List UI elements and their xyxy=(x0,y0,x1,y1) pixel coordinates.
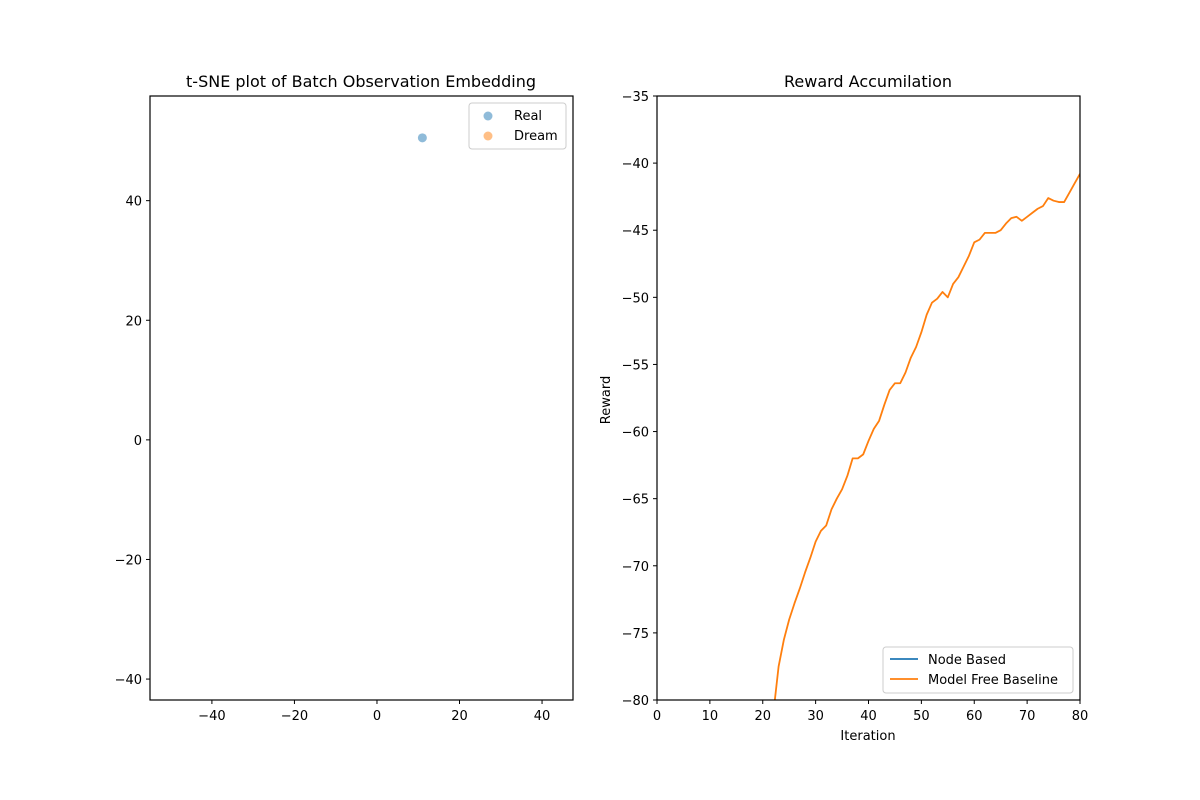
reward-y-tick-label: −60 xyxy=(622,426,649,441)
tsne-axes-frame xyxy=(149,95,574,701)
tsne-panel: t-SNE plot of Batch Observation Embeddin… xyxy=(115,72,574,724)
tsne-y-axis-ticks: −40 −20 0 20 40 xyxy=(115,195,150,688)
reward-y-axis-label: Reward xyxy=(599,376,614,424)
reward-y-tick-label: −45 xyxy=(622,224,649,239)
tsne-data-points xyxy=(417,133,427,143)
reward-x-tick-label: 40 xyxy=(860,709,877,724)
legend-marker-real xyxy=(483,111,493,121)
legend-marker-dream xyxy=(483,131,493,141)
reward-legend: Node Based Model Free Baseline xyxy=(882,646,1074,694)
tsne-y-tick-label: 20 xyxy=(125,314,142,329)
reward-y-tick-label: −40 xyxy=(622,157,649,172)
reward-x-axis-ticks: 0 10 20 30 40 50 60 70 80 xyxy=(653,700,1088,724)
reward-y-tick-label: −55 xyxy=(622,358,649,373)
reward-legend-box xyxy=(882,646,1074,694)
reward-axes-frame xyxy=(656,95,1081,701)
tsne-x-axis-ticks: −40 −20 0 20 40 xyxy=(198,700,550,724)
reward-x-tick-label: 80 xyxy=(1072,709,1089,724)
reward-y-tick-label: −70 xyxy=(622,560,649,575)
reward-y-tick-label: −50 xyxy=(622,291,649,306)
reward-x-tick-label: 60 xyxy=(966,709,983,724)
reward-chart-title: Reward Accumilation xyxy=(784,72,952,91)
tsne-x-tick-label: −20 xyxy=(281,709,308,724)
reward-panel: Reward Accumilation 0 10 20 30 40 50 60 70 80 −8… xyxy=(599,72,1088,744)
tsne-x-tick-label: 20 xyxy=(451,709,468,724)
reward-series-lines xyxy=(773,173,1080,700)
reward-x-tick-label: 0 xyxy=(653,709,661,724)
tsne-y-tick-label: −40 xyxy=(115,673,142,688)
reward-y-tick-label: −75 xyxy=(622,627,649,642)
reward-y-tick-label: −35 xyxy=(622,90,649,105)
reward-plot-area xyxy=(657,96,1080,700)
reward-x-tick-label: 10 xyxy=(702,709,719,724)
tsne-y-tick-label: 40 xyxy=(125,195,142,210)
legend-label-node-based: Node Based xyxy=(928,653,1006,668)
legend-label-real: Real xyxy=(514,109,542,124)
reward-x-axis-label: Iteration xyxy=(840,729,895,744)
reward-x-tick-label: 30 xyxy=(807,709,824,724)
reward-x-tick-label: 70 xyxy=(1019,709,1036,724)
reward-y-tick-label: −65 xyxy=(622,493,649,508)
tsne-legend-box xyxy=(468,102,567,150)
legend-label-dream: Dream xyxy=(514,129,558,144)
series-line-model-free-baseline xyxy=(773,173,1080,700)
reward-x-tick-label: 50 xyxy=(913,709,930,724)
reward-y-axis-ticks: −80 −75 −70 −65 −60 −55 −50 −45 −40 −35 xyxy=(622,90,657,709)
scatter-point-real xyxy=(417,133,427,143)
reward-x-tick-label: 20 xyxy=(754,709,771,724)
tsne-plot-area xyxy=(150,96,573,700)
tsne-x-tick-label: 0 xyxy=(373,709,381,724)
tsne-x-tick-label: 40 xyxy=(534,709,551,724)
legend-label-model-free-baseline: Model Free Baseline xyxy=(928,673,1058,688)
tsne-y-tick-label: 0 xyxy=(134,434,142,449)
reward-y-tick-label: −80 xyxy=(622,694,649,709)
tsne-legend: Real Dream xyxy=(468,102,567,150)
tsne-y-tick-label: −20 xyxy=(115,553,142,568)
tsne-chart-title: t-SNE plot of Batch Observation Embeddin… xyxy=(186,72,536,91)
tsne-x-tick-label: −40 xyxy=(198,709,225,724)
